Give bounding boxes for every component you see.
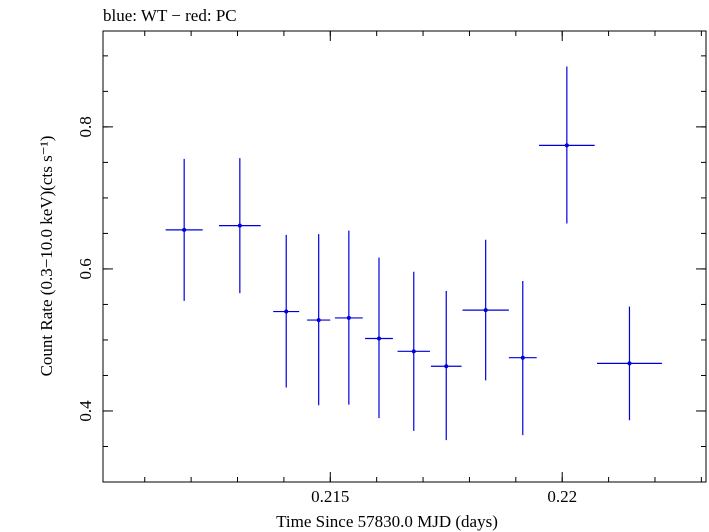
axis-tick-labels: 0.215 0.22 0.4 0.6 0.8: [76, 116, 577, 506]
data-point: [397, 271, 431, 431]
data-point: [165, 158, 203, 301]
data-point: [334, 230, 363, 405]
plot-frame: [102, 30, 707, 483]
point-marker: [483, 308, 488, 313]
point-marker: [376, 336, 381, 341]
point-marker: [316, 318, 321, 323]
data-points: [165, 66, 662, 441]
data-point: [462, 239, 509, 381]
point-marker: [284, 309, 289, 314]
x-axis-label: Time Since 57830.0 MJD (days): [276, 512, 498, 531]
data-point: [508, 281, 537, 436]
x-tick-label: 0.215: [311, 487, 349, 506]
data-point: [365, 257, 393, 419]
point-marker: [182, 227, 187, 232]
data-point: [596, 306, 662, 421]
data-point: [218, 158, 261, 294]
point-marker: [627, 361, 632, 366]
point-marker: [346, 315, 351, 320]
x-tick-label: 0.22: [547, 487, 577, 506]
data-point: [430, 290, 462, 441]
point-marker: [520, 355, 525, 360]
data-point: [307, 234, 331, 406]
y-tick-label: 0.6: [76, 258, 95, 279]
axis-ticks: [103, 31, 706, 483]
chart-title: blue: WT − red: PC: [103, 6, 237, 25]
y-tick-label: 0.8: [76, 116, 95, 137]
point-marker: [237, 223, 242, 228]
data-point: [539, 66, 595, 224]
point-marker: [411, 349, 416, 354]
point-marker: [564, 143, 569, 148]
y-axis-label: Count Rate (0.3−10.0 keV)(cts s⁻¹): [37, 136, 56, 377]
y-tick-label: 0.4: [76, 400, 95, 422]
point-marker: [444, 364, 449, 369]
data-point: [273, 234, 300, 388]
